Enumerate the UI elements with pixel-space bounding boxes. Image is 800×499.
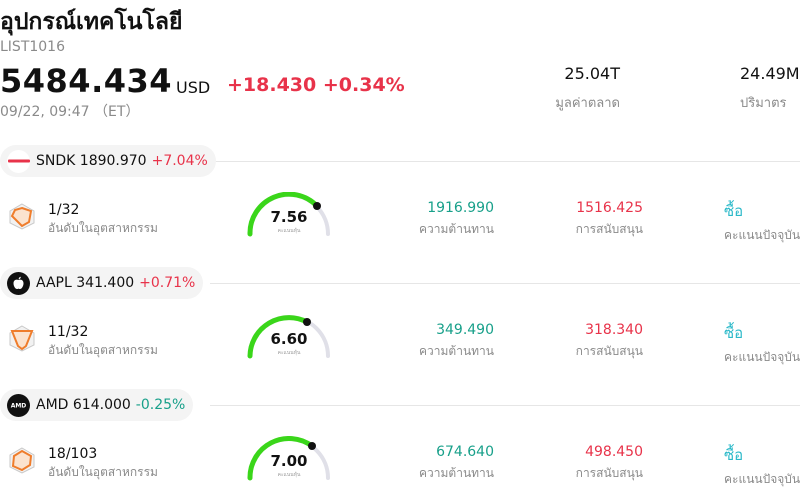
industry-rank-icon: [9, 203, 35, 230]
resistance-value: 1916.990: [427, 200, 494, 216]
support-value: 1516.425: [576, 200, 643, 216]
support-value: 318.340: [585, 322, 643, 338]
industry-rank: 1/32: [48, 202, 80, 218]
stock-score-label: คะแนนหุ้น: [277, 472, 301, 478]
stock-score-gauge: [247, 192, 330, 237]
resistance-value: 349.490: [436, 322, 494, 338]
stock-score-gauge: [247, 436, 330, 481]
resistance-label: ความต้านทาน: [419, 466, 494, 480]
rating-label: คะแนนปัจจุบัน: [724, 228, 800, 242]
rating-label: คะแนนปัจจุบัน: [724, 472, 800, 486]
currency-label: USD: [176, 78, 211, 97]
volume-label: ปริมาตร: [740, 96, 787, 111]
stock-ticker: SNDK: [36, 153, 76, 169]
stock-change-percent: -0.25%: [135, 397, 186, 413]
stock-change-percent: +0.71%: [139, 275, 196, 291]
stock-chip-amd[interactable]: AMD AMD 614.000 -0.25%: [0, 389, 194, 421]
timestamp: 09/22, 09:47 （ET）: [0, 104, 140, 120]
industry-rank-label: อันดับในอุตสาหกรรม: [48, 343, 158, 357]
stock-score-label: คะแนนหุ้น: [277, 228, 301, 234]
stock-score: 6.60: [270, 330, 308, 348]
rating-value[interactable]: ซื้อ: [724, 202, 744, 220]
change-value: +18.430: [227, 74, 317, 96]
market-cap-value: 25.04T: [564, 64, 620, 83]
svg-text:AMD: AMD: [11, 403, 27, 410]
change-percent: +0.34%: [322, 74, 405, 96]
industry-rank: 11/32: [48, 324, 89, 340]
industry-rank-label: อันดับในอุตสาหกรรม: [48, 465, 158, 479]
industry-rank-icon: [9, 325, 35, 352]
rating-value[interactable]: ซื้อ: [724, 446, 744, 464]
stock-chip-sndk[interactable]: SNDK 1890.970 +7.04%: [0, 145, 216, 177]
stock-chip-aapl[interactable]: AAPL 341.400 +0.71%: [0, 267, 204, 299]
price-change: +18.430 +0.34%: [227, 74, 405, 96]
stock-score: 7.56: [270, 208, 308, 226]
stock-score-gauge: [247, 315, 330, 359]
industry-rank-icon: [9, 447, 35, 474]
support-label: การสนับสนุน: [575, 466, 643, 480]
market-cap-label: มูลค่าตลาด: [555, 96, 620, 111]
support-label: การสนับสนุน: [575, 222, 643, 236]
sndk-logo-icon: [7, 149, 30, 173]
section-divider: [210, 405, 800, 406]
industry-rank: 18/103: [48, 446, 98, 462]
support-value: 498.450: [585, 444, 643, 460]
stock-score-label: คะแนนหุ้น: [277, 350, 301, 356]
stock-change-percent: +7.04%: [151, 153, 208, 169]
resistance-label: ความต้านทาน: [419, 222, 494, 236]
amd-logo-icon: AMD: [7, 393, 30, 417]
section-divider: [210, 283, 800, 284]
resistance-value: 674.640: [436, 444, 494, 460]
stock-score: 7.00: [270, 452, 308, 470]
stock-ticker: AAPL: [36, 275, 72, 291]
rating-label: คะแนนปัจจุบัน: [724, 350, 800, 364]
section-divider: [210, 161, 800, 162]
industry-rank-label: อันดับในอุตสาหกรรม: [48, 221, 158, 235]
index-price: 5484.434: [0, 62, 173, 100]
rating-value[interactable]: ซื้อ: [724, 324, 744, 342]
stock-price: 1890.970: [79, 153, 147, 169]
page-title: อุปกรณ์เทคโนโลยี: [0, 9, 183, 35]
stock-price: 614.000: [72, 397, 131, 413]
stock-ticker: AMD: [36, 397, 69, 413]
support-label: การสนับสนุน: [575, 344, 643, 358]
apple-logo-icon: [7, 271, 30, 295]
stock-price: 341.400: [76, 275, 135, 291]
volume-value: 24.49M: [740, 64, 800, 83]
resistance-label: ความต้านทาน: [419, 344, 494, 358]
list-code: LIST1016: [0, 39, 65, 55]
